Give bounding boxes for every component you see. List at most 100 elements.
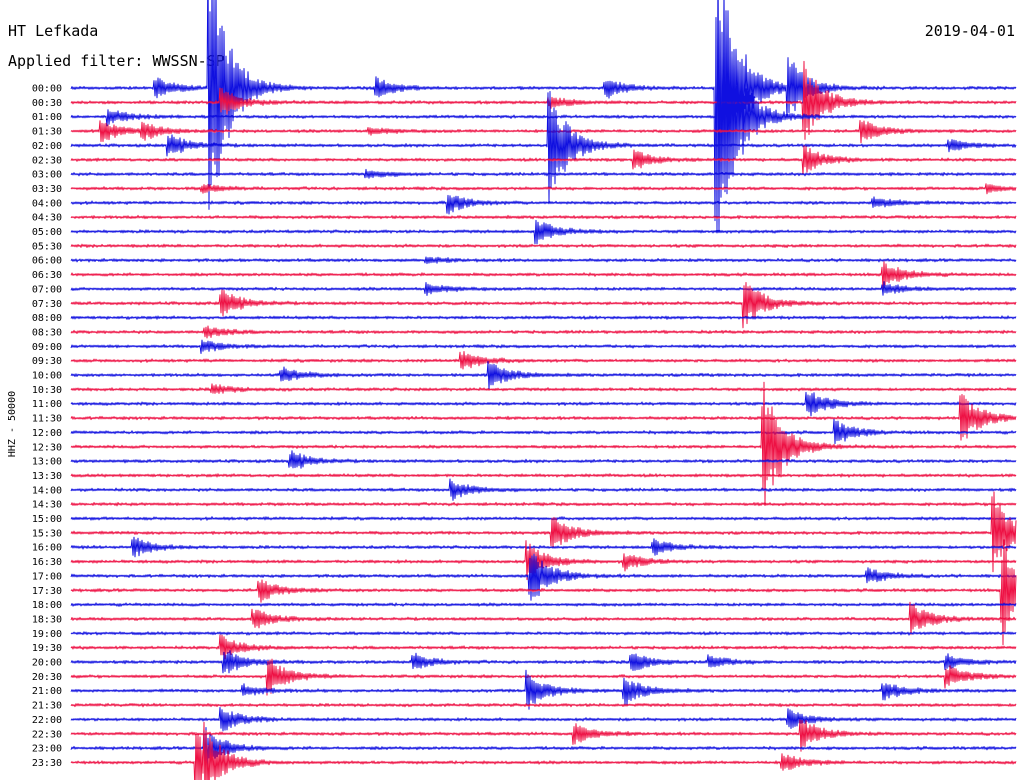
trace-row-0530 (70, 243, 1017, 249)
time-tick-label: 12:00 (32, 428, 62, 439)
trace-row-1600 (70, 536, 1017, 558)
trace-row-2200 (70, 707, 1017, 732)
time-tick-label: 14:30 (32, 500, 62, 511)
time-tick-label: 15:30 (32, 528, 62, 539)
time-tick-label: 10:00 (32, 371, 62, 382)
trace-row-0100 (70, 23, 1017, 233)
time-tick-label: 03:30 (32, 184, 62, 195)
trace-row-1700 (70, 553, 1017, 601)
trace-row-0900 (70, 339, 1017, 354)
time-tick-label: 02:00 (32, 141, 62, 152)
trace-row-1130 (70, 394, 1017, 441)
time-tick-label: 18:00 (32, 600, 62, 611)
trace-row-1330 (70, 473, 1017, 478)
trace-row-1000 (70, 361, 1017, 390)
record-date: 2019-04-01 (925, 22, 1015, 40)
trace-row-1800 (70, 602, 1017, 607)
time-tick-label: 01:00 (32, 112, 62, 123)
time-tick-label: 19:00 (32, 629, 62, 640)
trace-row-1730 (70, 539, 1017, 646)
trace-row-0830 (70, 325, 1017, 339)
time-tick-label: 04:30 (32, 213, 62, 224)
trace-row-0130 (70, 120, 1017, 144)
time-tick-label: 11:30 (32, 414, 62, 425)
station-title: HT Lefkada (8, 22, 98, 40)
time-tick-label: 22:00 (32, 715, 62, 726)
time-tick-label: 21:00 (32, 686, 62, 697)
trace-row-0330 (70, 183, 1017, 195)
time-tick-label: 05:00 (32, 227, 62, 238)
trace-row-2100 (70, 669, 1017, 710)
trace-row-2000 (70, 650, 1017, 674)
time-tick-label: 06:30 (32, 270, 62, 281)
time-tick-label: 20:00 (32, 658, 62, 669)
time-tick-label: 16:00 (32, 543, 62, 554)
trace-row-0730 (70, 282, 1017, 329)
time-tick-label: 20:30 (32, 672, 62, 683)
trace-row-0030 (70, 60, 1017, 140)
time-tick-label: 16:30 (32, 557, 62, 568)
trace-row-0600 (70, 256, 1017, 265)
filter-label: Applied filter: WWSSN-SP (8, 52, 225, 70)
time-tick-label: 17:30 (32, 586, 62, 597)
time-tick-label: 05:30 (32, 241, 62, 252)
time-tick-label: 15:00 (32, 514, 62, 525)
trace-row-0930 (70, 351, 1017, 370)
time-tick-label: 09:00 (32, 342, 62, 353)
trace-row-0200 (70, 91, 1017, 204)
trace-row-0630 (70, 261, 1017, 289)
time-tick-label: 12:30 (32, 442, 62, 453)
trace-row-1900 (70, 631, 1017, 636)
trace-row-1400 (70, 478, 1017, 501)
trace-row-2130 (70, 702, 1017, 708)
trace-row-1930 (70, 634, 1017, 660)
time-tick-label: 22:30 (32, 729, 62, 740)
time-tick-label: 03:00 (32, 170, 62, 181)
trace-row-2330 (70, 721, 1017, 780)
trace-row-2230 (70, 719, 1017, 752)
trace-row-0800 (70, 315, 1017, 320)
trace-row-1200 (70, 418, 1017, 445)
trace-row-1030 (70, 383, 1017, 394)
time-tick-label: 13:00 (32, 457, 62, 468)
trace-row-1630 (70, 540, 1017, 581)
time-tick-label: 10:30 (32, 385, 62, 396)
time-tick-label: 07:00 (32, 284, 62, 295)
time-tick-label: 11:00 (32, 399, 62, 410)
trace-row-1530 (70, 491, 1017, 573)
time-tick-label: 08:30 (32, 327, 62, 338)
time-tick-label: 23:00 (32, 744, 62, 755)
time-tick-label: 23:30 (32, 758, 62, 769)
time-tick-label: 06:00 (32, 256, 62, 267)
trace-row-0430 (70, 214, 1017, 220)
time-tick-label: 13:30 (32, 471, 62, 482)
time-tick-label: 01:30 (32, 127, 62, 138)
trace-row-1230 (70, 381, 1017, 506)
time-tick-label: 09:30 (32, 356, 62, 367)
seismogram-traces (70, 0, 1017, 780)
time-tick-label: 17:00 (32, 571, 62, 582)
trace-row-0230 (70, 145, 1017, 176)
trace-row-1500 (70, 516, 1017, 521)
trace-row-0300 (70, 168, 1017, 179)
trace-row-1300 (70, 450, 1017, 469)
time-tick-label: 00:30 (32, 98, 62, 109)
time-tick-label: 19:30 (32, 643, 62, 654)
trace-row-0700 (70, 281, 1017, 296)
trace-row-0500 (70, 219, 1017, 245)
time-tick-label: 07:30 (32, 299, 62, 310)
time-tick-label: 00:00 (32, 84, 62, 95)
trace-row-1830 (70, 601, 1017, 636)
y-axis-label: HHZ - 50000 (7, 391, 18, 457)
time-tick-label: 08:00 (32, 313, 62, 324)
trace-row-0400 (70, 194, 1017, 215)
trace-row-2300 (70, 727, 1017, 767)
time-tick-label: 14:00 (32, 485, 62, 496)
time-tick-label: 18:30 (32, 614, 62, 625)
time-tick-label: 21:30 (32, 701, 62, 712)
time-tick-label: 04:00 (32, 198, 62, 209)
trace-row-1100 (70, 391, 1017, 417)
time-tick-labels: 00:00 00:30 01:00 01:30 02:00 02:30 03:00 03:30… (32, 84, 62, 769)
trace-row-2030 (70, 658, 1017, 696)
